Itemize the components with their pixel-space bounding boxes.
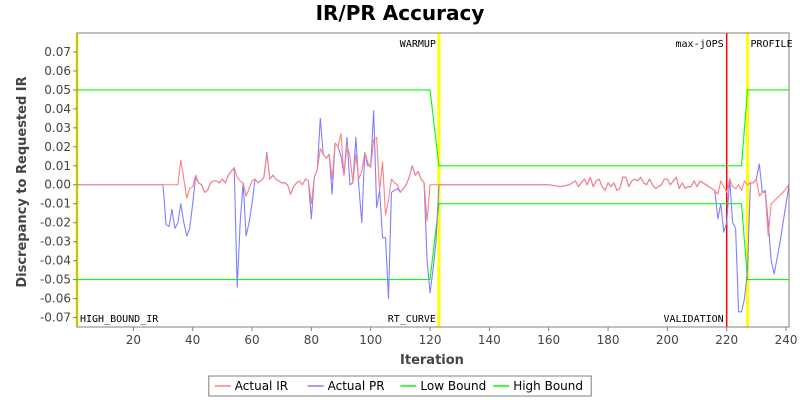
y-tick-label: 0.03 [44, 121, 71, 135]
x-tick-label: 180 [597, 333, 620, 347]
x-tick-label: 200 [656, 333, 679, 347]
marker-label: max-jOPS [676, 39, 724, 50]
series-line [77, 203, 789, 281]
marker-label: WARMUP [400, 39, 436, 50]
x-tick-label: 20 [126, 333, 141, 347]
legend-label: Actual IR [235, 379, 288, 393]
legend-label: Actual PR [328, 379, 385, 393]
y-tick-label: -0.02 [40, 216, 71, 230]
x-tick-label: 240 [775, 333, 798, 347]
y-tick-label: 0.07 [44, 45, 71, 59]
y-tick-label: 0.01 [44, 159, 71, 173]
y-tick-label: -0.07 [40, 311, 71, 325]
x-tick-label: 80 [304, 333, 319, 347]
y-tick-label: -0.06 [40, 292, 71, 306]
marker-label: VALIDATION [663, 314, 723, 325]
legend-item: Low Bound [400, 379, 486, 393]
axes: -0.07 -0.06 -0.05 -0.04 -0.03 -0.02 -0.01 0.00 0… [40, 32, 798, 347]
y-tick-label: 0.00 [44, 178, 71, 192]
y-tick-label: -0.05 [40, 273, 71, 287]
series-lines [77, 89, 790, 313]
x-tick-label: 100 [359, 333, 382, 347]
legend-label: Low Bound [420, 379, 486, 393]
legend-item: Actual PR [307, 379, 385, 393]
x-tick-label: 140 [478, 333, 501, 347]
y-tick-label: -0.01 [40, 197, 71, 211]
marker-label: HIGH_BOUND_IR [80, 314, 159, 325]
legend-box [208, 375, 592, 397]
x-tick-label: 60 [244, 333, 259, 347]
marker-labels: HIGH_BOUND_IR WARMUP RT_CURVE max-jOPS VALID… [80, 39, 793, 325]
legend-label: High Bound [513, 379, 583, 393]
y-tick-label: 0.04 [44, 102, 71, 116]
x-tick-label: 160 [537, 333, 560, 347]
y-tick-label: 0.02 [44, 140, 71, 154]
series-line [77, 132, 790, 237]
marker-label: PROFILE [750, 39, 792, 50]
y-tick-label: -0.04 [40, 254, 71, 268]
legend: Actual IR Actual PR Low Bound High Bound [208, 375, 592, 397]
x-tick-label: 40 [185, 333, 200, 347]
legend-item: High Bound [493, 379, 583, 393]
chart-title: IR/PR Accuracy [316, 1, 485, 25]
plot-border [76, 32, 790, 328]
marker-label: RT_CURVE [388, 314, 436, 325]
y-axis-title: Discrepancy to Requested IR [15, 76, 30, 287]
x-axis-title: Iteration [400, 353, 464, 368]
y-tick-label: -0.03 [40, 235, 71, 249]
x-tick-label: 120 [419, 333, 442, 347]
legend-item: Actual IR [214, 379, 288, 393]
series-line [77, 89, 789, 167]
x-tick-label: 220 [715, 333, 738, 347]
y-tick-label: 0.05 [44, 83, 71, 97]
y-tick-label: 0.06 [44, 64, 71, 78]
